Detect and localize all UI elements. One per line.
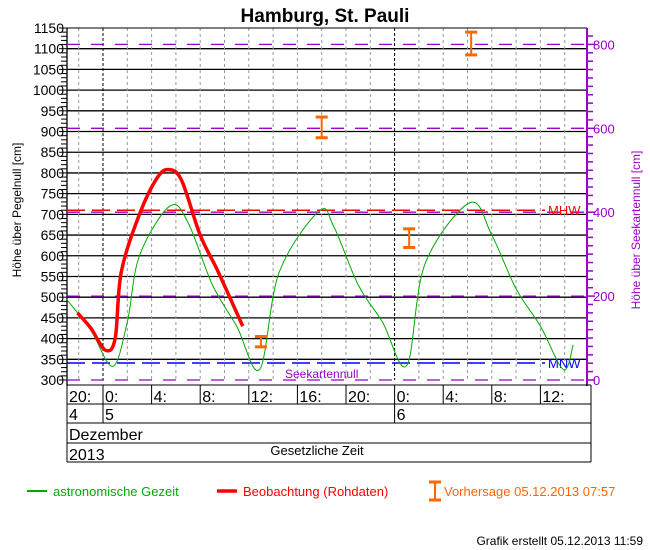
reference-label: Seekartennull bbox=[285, 367, 358, 381]
day-label: 5 bbox=[105, 407, 114, 424]
y-tick-label: 500 bbox=[41, 289, 65, 305]
y-tick-label: 750 bbox=[41, 186, 65, 202]
hour-tick-label: 20: bbox=[348, 389, 370, 406]
hour-tick-label: 0: bbox=[397, 389, 410, 406]
y-tick-label: 850 bbox=[41, 144, 65, 160]
hour-tick-label: 8: bbox=[202, 389, 215, 406]
year-label: 2013 bbox=[69, 447, 105, 464]
y-tick-label: 300 bbox=[41, 372, 65, 388]
reference-label: MHW bbox=[548, 203, 581, 218]
y-right-tick-label: 400 bbox=[593, 205, 615, 220]
hour-tick-label: 4: bbox=[154, 389, 167, 406]
y-right-tick-label: 800 bbox=[593, 37, 615, 52]
time-zone-label: Gesetzliche Zeit bbox=[270, 443, 364, 458]
y-right-axis-label: Höhe über Seekartennull [cm] bbox=[629, 151, 643, 310]
reference-label: MNW bbox=[548, 356, 581, 371]
hour-tick-label: 12: bbox=[251, 389, 273, 406]
y-tick-label: 650 bbox=[41, 227, 65, 243]
hour-tick-label: 4: bbox=[445, 389, 458, 406]
y-tick-label: 550 bbox=[41, 268, 65, 284]
y-tick-label: 950 bbox=[41, 103, 65, 119]
observation-line bbox=[76, 167, 245, 353]
footer-created-label: Grafik erstellt 05.12.2013 11:59 bbox=[476, 534, 643, 548]
y-right-tick-label: 600 bbox=[593, 121, 615, 136]
y-right-tick-label: 0 bbox=[593, 373, 600, 388]
y-tick-label: 1150 bbox=[34, 20, 64, 36]
legend-label: astronomische Gezeit bbox=[53, 484, 179, 499]
y-tick-label: 350 bbox=[41, 351, 65, 367]
y-tick-label: 450 bbox=[41, 310, 65, 326]
hour-tick-label: 0: bbox=[105, 389, 118, 406]
hour-tick-label: 8: bbox=[494, 389, 507, 406]
y-tick-label: 400 bbox=[41, 331, 65, 347]
y-tick-label: 700 bbox=[41, 206, 65, 222]
y-tick-label: 1000 bbox=[33, 82, 64, 98]
y-right-tick-label: 200 bbox=[593, 289, 615, 304]
y-tick-label: 1050 bbox=[33, 61, 64, 77]
y-tick-label: 900 bbox=[41, 124, 65, 140]
legend-label: Vorhersage 05.12.2013 07:57 bbox=[444, 484, 615, 499]
y-tick-label: 600 bbox=[41, 248, 65, 264]
y-axis-label: Höhe über Pegelnull [cm] bbox=[10, 143, 24, 278]
hour-tick-label: 20: bbox=[69, 389, 91, 406]
legend-label: Beobachtung (Rohdaten) bbox=[243, 484, 388, 499]
month-label: Dezember bbox=[69, 427, 143, 444]
hour-tick-label: 16: bbox=[299, 389, 321, 406]
chart-title: Hamburg, St. Pauli bbox=[241, 6, 410, 27]
astronomical-tide-line bbox=[66, 201, 574, 372]
hour-tick-label: 12: bbox=[542, 389, 564, 406]
day-label: 4 bbox=[69, 407, 78, 424]
y-tick-label: 800 bbox=[41, 165, 65, 181]
day-label: 6 bbox=[397, 407, 406, 424]
y-tick-label: 1100 bbox=[34, 41, 64, 57]
